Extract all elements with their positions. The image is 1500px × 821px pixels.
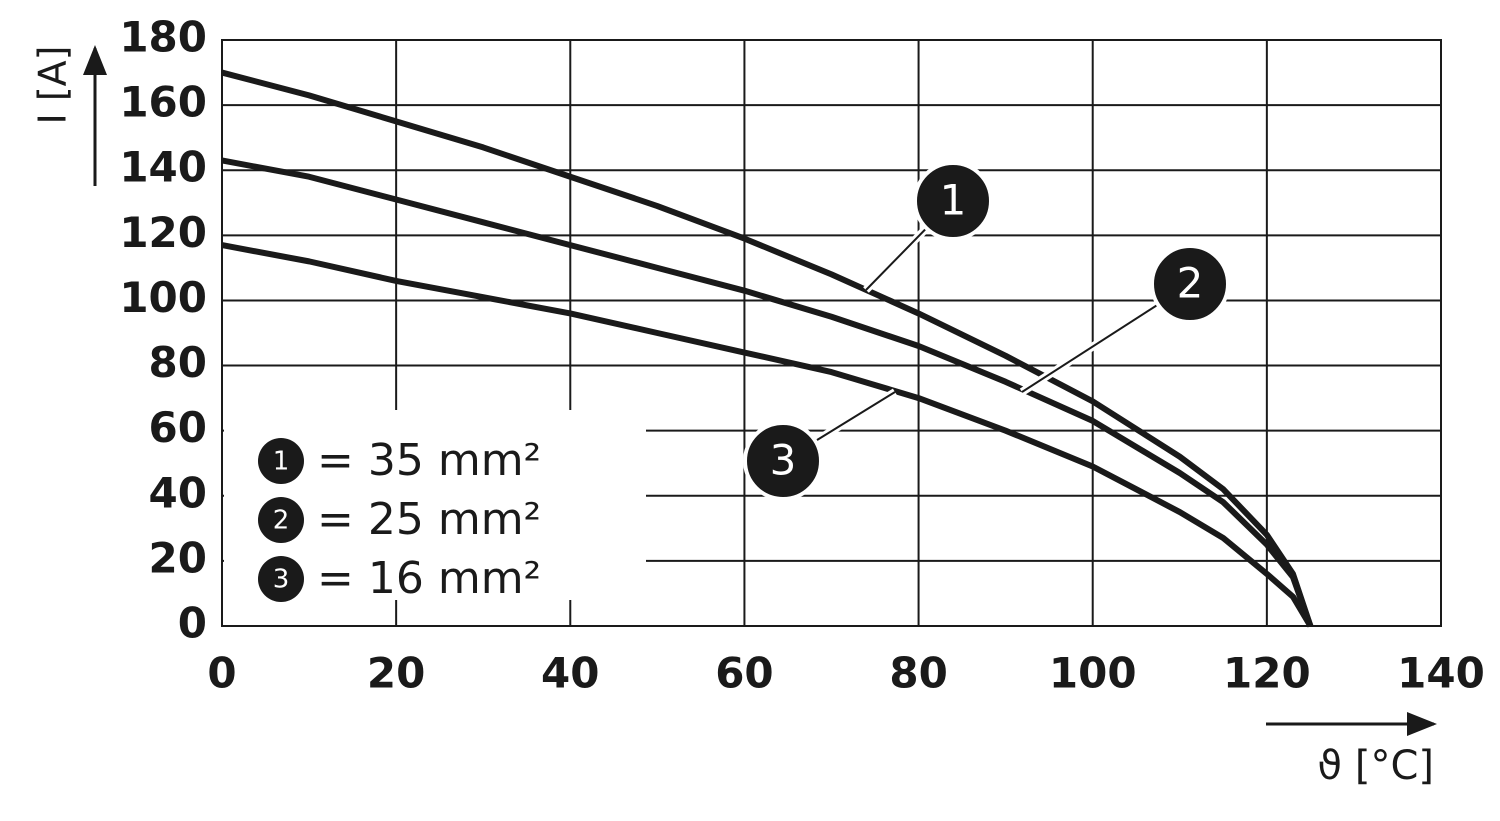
curve (221, 242, 1313, 628)
legend-entry: = 35 mm² (317, 435, 541, 486)
y-axis-label: I [A] (31, 46, 75, 125)
x-tick-label: 120 (1223, 649, 1311, 698)
callout-badge (913, 161, 993, 241)
y-tick-label: 100 (119, 273, 207, 322)
y-tick-label: 120 (119, 208, 207, 257)
callout-label: 1 (940, 176, 967, 225)
x-tick-label: 140 (1397, 649, 1485, 698)
legend-badge (258, 556, 304, 602)
y-tick-label: 160 (119, 78, 207, 127)
x-tick-label: 40 (541, 649, 599, 698)
legend-entry: = 16 mm² (317, 553, 541, 604)
curve (221, 69, 1314, 627)
y-tick-label: 80 (149, 338, 207, 387)
y-tick-label: 140 (119, 143, 207, 192)
frame (221, 39, 1442, 627)
x-tick-label: 100 (1049, 649, 1137, 698)
x-tick-label: 0 (207, 649, 236, 698)
legend-badge-label: 2 (273, 506, 290, 536)
x-axis-label: ϑ [°C] (1317, 743, 1434, 789)
callout-badge (1150, 244, 1230, 324)
legend-badge (258, 497, 304, 543)
y-tick-label: 180 (119, 13, 207, 62)
callout-badge (743, 421, 823, 501)
legend-badge-label: 1 (273, 447, 290, 477)
legend-badge (258, 438, 304, 484)
x-tick-label: 20 (367, 649, 425, 698)
y-tick-label: 20 (149, 533, 207, 582)
callout-label: 2 (1177, 259, 1204, 308)
x-tick-label: 80 (889, 649, 947, 698)
y-tick-label: 0 (178, 599, 207, 648)
legend-badge-label: 3 (273, 565, 290, 595)
callout-label: 3 (770, 436, 797, 485)
legend-entry: = 25 mm² (317, 494, 541, 545)
curve (221, 157, 1314, 628)
y-tick-label: 60 (149, 403, 207, 452)
y-tick-label: 40 (149, 468, 207, 517)
x-tick-label: 60 (715, 649, 773, 698)
